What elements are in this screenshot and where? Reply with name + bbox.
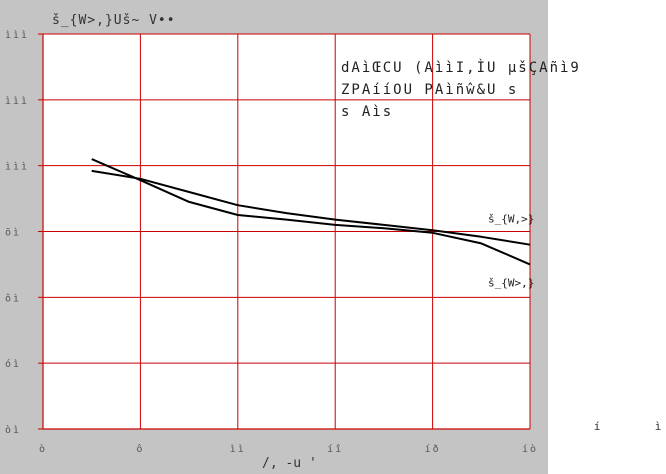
y-tick-label: ììì bbox=[5, 161, 29, 173]
y-tick-label: ôì bbox=[5, 292, 21, 304]
y-tick-label: ììì bbox=[5, 29, 29, 41]
series-line-1 bbox=[91, 169, 531, 246]
x-tick-label: ò bbox=[39, 443, 47, 455]
x-tick-label: ìì bbox=[230, 443, 246, 455]
y-tick-labels: òì óì ôì õì ììì ììì ììì bbox=[5, 29, 43, 436]
y-tick-label: óì bbox=[5, 358, 21, 370]
annotation-line: ZPAííOU PAìñŵ&U s bbox=[341, 82, 518, 98]
series-line-2 bbox=[91, 158, 531, 266]
series-lines bbox=[91, 158, 531, 266]
y-tick-label: òì bbox=[5, 424, 21, 436]
x-tick-label: íò bbox=[522, 443, 538, 455]
x-axis-label: /, -u ' bbox=[262, 456, 317, 471]
x-tick-label: íð bbox=[425, 443, 441, 455]
series-label: š_{W>,} bbox=[488, 276, 534, 289]
y-tick-label: ììì bbox=[5, 95, 29, 107]
annotation-line: dAìŒCU (AììI,ÌU µšÇAñì9 bbox=[341, 59, 581, 76]
y-axis-label: š_{W>,}Uš~ V•• bbox=[52, 13, 176, 28]
extra-x-label: í bbox=[594, 420, 601, 433]
series-label: š_{W,>} bbox=[488, 213, 534, 226]
x-tick-labels: ò ô ìì íî íð íò bbox=[39, 443, 538, 455]
x-tick-label: íî bbox=[327, 443, 343, 455]
annotation-block: dAìŒCU (AììI,ÌU µšÇAñì9 ZPAííOU PAìñŵ&U s… bbox=[341, 59, 581, 120]
series-labels: š_{W,>} š_{W>,} bbox=[488, 213, 534, 290]
annotation-line: s Aìs bbox=[341, 104, 393, 120]
extra-x-label: ì bbox=[655, 420, 662, 433]
x-tick-label: ô bbox=[136, 443, 144, 455]
y-tick-label: õì bbox=[5, 227, 21, 239]
